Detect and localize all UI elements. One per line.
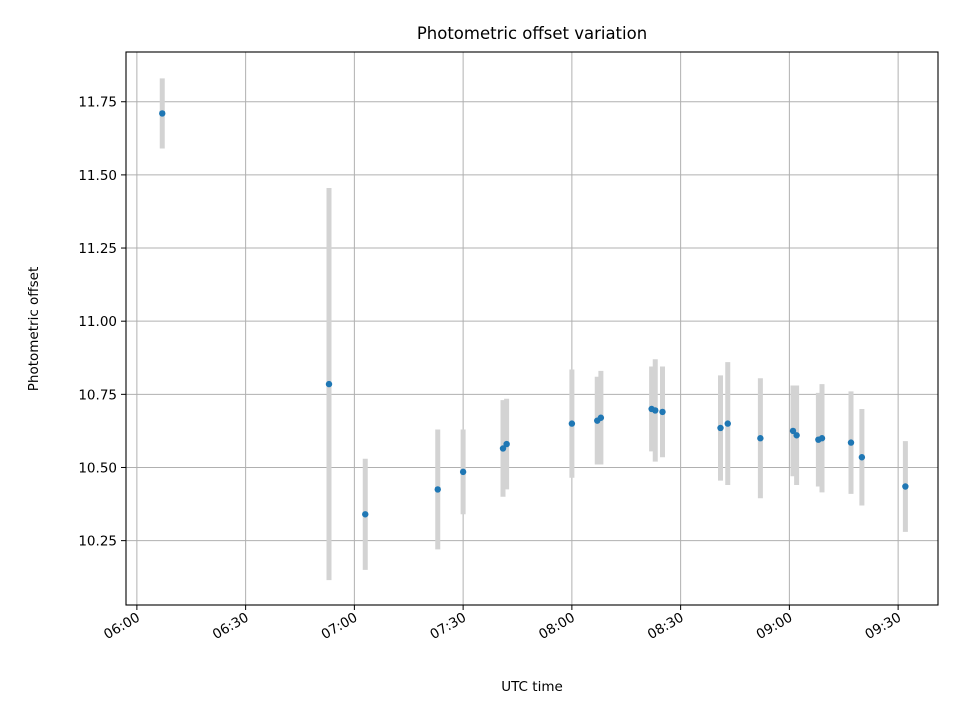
data-points bbox=[159, 110, 909, 518]
data-point bbox=[503, 440, 510, 448]
data-point bbox=[568, 420, 576, 427]
data-point bbox=[659, 408, 666, 416]
plot-frame bbox=[125, 51, 939, 606]
x-axis-label: UTC time bbox=[501, 679, 563, 695]
y-tick-label: 10.75 bbox=[78, 387, 117, 403]
data-point bbox=[818, 435, 826, 442]
data-point bbox=[459, 468, 467, 476]
data-point bbox=[434, 486, 441, 493]
chart-title: Photometric offset variation bbox=[417, 24, 647, 43]
data-point bbox=[757, 435, 764, 442]
y-tick-label: 10.25 bbox=[78, 534, 117, 550]
data-point bbox=[499, 445, 507, 452]
y-tick-label: 11.75 bbox=[78, 95, 117, 111]
data-point bbox=[724, 420, 731, 427]
y-tick-label: 11.00 bbox=[78, 314, 117, 330]
data-point bbox=[325, 380, 333, 388]
y-axis-label: Photometric offset bbox=[26, 267, 42, 391]
data-point bbox=[597, 414, 605, 421]
data-point bbox=[159, 110, 166, 117]
data-point bbox=[902, 483, 909, 490]
data-point bbox=[858, 454, 866, 461]
data-point bbox=[717, 424, 724, 432]
y-axis-ticks: 10.25 10.50 10.75 11.00 11.25 11.50 11.75 bbox=[78, 95, 126, 550]
y-tick-label: 10.50 bbox=[78, 460, 117, 476]
data-point bbox=[847, 439, 855, 446]
data-point bbox=[789, 427, 797, 435]
y-tick-label: 11.25 bbox=[78, 241, 117, 257]
data-point bbox=[652, 407, 659, 414]
grid bbox=[126, 52, 938, 605]
y-tick-label: 11.50 bbox=[78, 168, 117, 184]
data-point bbox=[793, 432, 800, 439]
data-point bbox=[362, 511, 369, 518]
